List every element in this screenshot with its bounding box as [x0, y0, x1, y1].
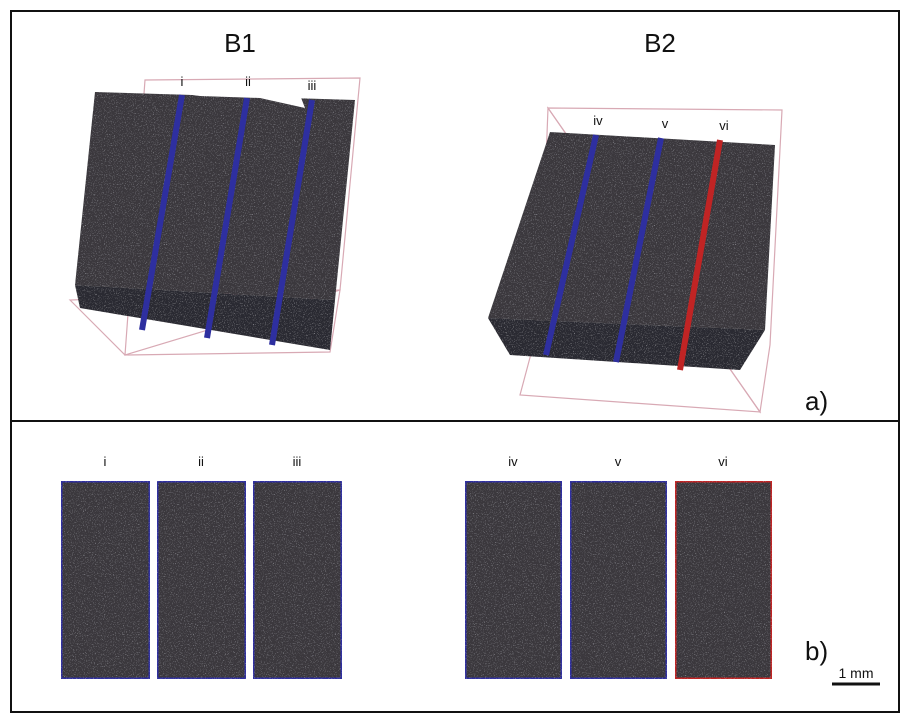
slice-label: iii [308, 78, 317, 93]
slice-image [61, 481, 150, 679]
slice-label: i [104, 454, 107, 469]
figure: B1 i ii iii B2 iv v vi a) i ii i [0, 0, 900, 713]
slice-label: v [615, 454, 622, 469]
slice-label: v [662, 116, 669, 131]
slice-label: ii [198, 454, 204, 469]
slice-label: vi [718, 454, 728, 469]
slice-label: iv [508, 454, 518, 469]
block-b1: i ii iii [70, 74, 360, 355]
slice-label: ii [245, 74, 251, 89]
slice-image [675, 481, 772, 679]
slice-label: iii [293, 454, 302, 469]
slice-image [157, 481, 246, 679]
panel-label: b) [805, 636, 828, 666]
slice-images: i ii iii iv v vi [61, 454, 772, 679]
slice-image [253, 481, 342, 679]
top-face [75, 92, 355, 300]
panel-label: a) [805, 386, 828, 416]
block-title: B2 [644, 28, 676, 58]
slice-image [570, 481, 667, 679]
top-face [488, 132, 775, 330]
slice-image [465, 481, 562, 679]
slice-label: iv [593, 113, 603, 128]
block-b2: iv v vi [488, 108, 782, 412]
block-title: B1 [224, 28, 256, 58]
scale-label: 1 mm [839, 665, 874, 681]
slice-label: vi [719, 118, 729, 133]
page: B1 i ii iii B2 iv v vi a) i ii i [0, 0, 900, 713]
slice-label: i [181, 74, 184, 89]
